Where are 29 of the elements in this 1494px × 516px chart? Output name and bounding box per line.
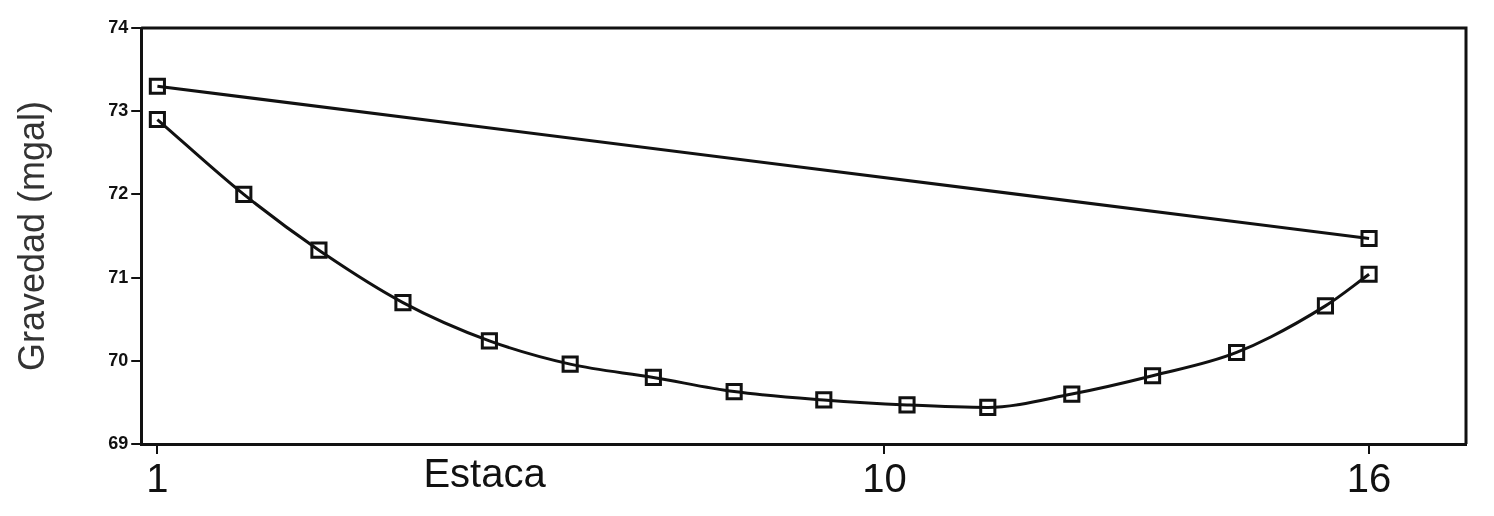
point: [1144, 367, 1162, 385]
y-tick-label: 71: [108, 266, 129, 287]
point: [561, 355, 579, 373]
x-tick-label: 1: [146, 456, 169, 501]
point: [148, 110, 166, 129]
point: [898, 396, 916, 414]
point: [394, 293, 412, 312]
point: [644, 368, 662, 387]
point: [235, 185, 253, 203]
x-axis-title: Estaca: [423, 451, 547, 496]
point: [725, 383, 743, 401]
y-axis-title: Gravedad (mgal): [10, 100, 52, 372]
y-tick-label: 72: [108, 183, 129, 204]
x-tick-label: 10: [862, 456, 907, 501]
y-tick-label: 70: [108, 349, 129, 370]
y-tick-label: 69: [108, 432, 129, 453]
point: [1228, 343, 1246, 362]
x-tick-label: 16: [1346, 456, 1392, 501]
y-tick-label: 73: [108, 100, 129, 121]
point: [310, 241, 328, 259]
point: [815, 391, 833, 409]
point: [979, 398, 997, 416]
point: [1360, 229, 1378, 248]
point: [1360, 265, 1378, 283]
point: [148, 77, 166, 95]
point: [480, 332, 498, 350]
point: [1063, 385, 1081, 403]
point: [1316, 297, 1335, 315]
y-tick-label: 74: [108, 16, 129, 37]
